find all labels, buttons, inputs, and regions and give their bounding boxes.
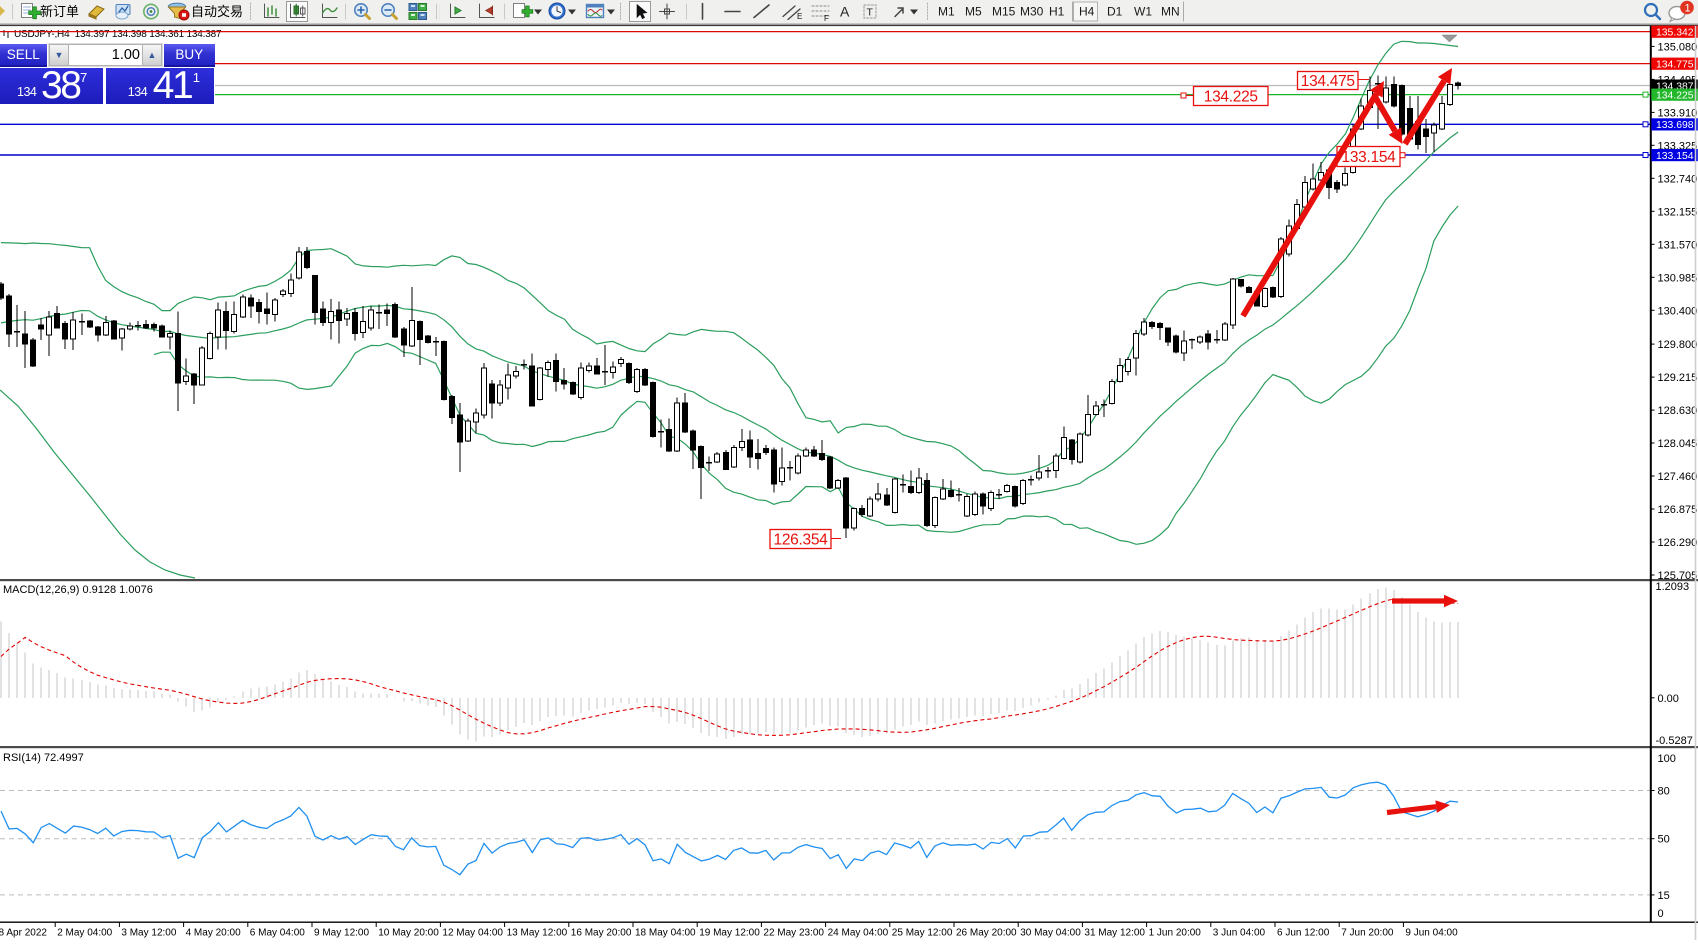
svg-text:134.775: 134.775 — [1656, 59, 1694, 70]
svg-text:6 May 04:00: 6 May 04:00 — [250, 928, 305, 939]
svg-text:134.475: 134.475 — [1301, 73, 1355, 90]
svg-text:W1: W1 — [1134, 5, 1152, 19]
svg-text:22 May 23:00: 22 May 23:00 — [763, 928, 824, 939]
svg-text:M30: M30 — [1020, 5, 1044, 19]
svg-text:9 May 12:00: 9 May 12:00 — [314, 928, 369, 939]
svg-text:30 May 04:00: 30 May 04:00 — [1020, 928, 1081, 939]
svg-text:15: 15 — [1658, 890, 1670, 902]
svg-text:131.570: 131.570 — [1658, 239, 1698, 251]
svg-text:132.155: 132.155 — [1658, 206, 1698, 218]
svg-text:134.225: 134.225 — [1204, 89, 1258, 106]
svg-text:135.342: 135.342 — [1656, 27, 1694, 38]
svg-text:135.080: 135.080 — [1658, 41, 1698, 53]
svg-text:自动交易: 自动交易 — [191, 4, 243, 19]
svg-text:0: 0 — [1658, 908, 1664, 920]
svg-text:新订单: 新订单 — [40, 4, 79, 19]
svg-text:126.875: 126.875 — [1658, 504, 1698, 516]
svg-text:16 May 20:00: 16 May 20:00 — [571, 928, 632, 939]
svg-text:13 May 12:00: 13 May 12:00 — [507, 928, 568, 939]
svg-text:T: T — [867, 7, 874, 19]
svg-text:12 May 04:00: 12 May 04:00 — [442, 928, 503, 939]
svg-text:18 May 04:00: 18 May 04:00 — [635, 928, 696, 939]
svg-text:M5: M5 — [965, 5, 982, 19]
svg-text:3 May 12:00: 3 May 12:00 — [121, 928, 176, 939]
svg-text:31 May 12:00: 31 May 12:00 — [1084, 928, 1145, 939]
svg-text:MN: MN — [1161, 5, 1180, 19]
svg-text:3 Jun 04:00: 3 Jun 04:00 — [1213, 928, 1266, 939]
svg-text:133.154: 133.154 — [1342, 149, 1397, 166]
svg-text:133.910: 133.910 — [1658, 107, 1698, 119]
svg-text:F: F — [824, 14, 829, 23]
svg-text:127.460: 127.460 — [1658, 471, 1698, 483]
svg-text:133.154: 133.154 — [1656, 151, 1694, 162]
svg-text:-0.5287: -0.5287 — [1656, 735, 1693, 747]
svg-text:50: 50 — [1658, 834, 1670, 846]
svg-text:129.215: 129.215 — [1658, 372, 1698, 384]
svg-text:M1: M1 — [938, 5, 955, 19]
svg-text:25 May 12:00: 25 May 12:00 — [892, 928, 953, 939]
svg-text:9 Jun 04:00: 9 Jun 04:00 — [1405, 928, 1458, 939]
svg-text:19 May 12:00: 19 May 12:00 — [699, 928, 760, 939]
svg-text:24 May 04:00: 24 May 04:00 — [828, 928, 889, 939]
svg-text:28 Apr 2022: 28 Apr 2022 — [0, 928, 47, 939]
svg-text:D1: D1 — [1107, 5, 1123, 19]
svg-text:1: 1 — [1685, 3, 1691, 15]
svg-text:134.225: 134.225 — [1656, 90, 1694, 101]
svg-text:126.354: 126.354 — [774, 532, 829, 549]
svg-text:128.045: 128.045 — [1658, 438, 1698, 450]
svg-text:132.740: 132.740 — [1658, 173, 1698, 185]
svg-text:130.400: 130.400 — [1658, 305, 1698, 317]
svg-text:126.290: 126.290 — [1658, 537, 1698, 549]
svg-text:133.698: 133.698 — [1656, 120, 1694, 131]
svg-text:7 Jun 20:00: 7 Jun 20:00 — [1341, 928, 1394, 939]
svg-text:1 Jun 20:00: 1 Jun 20:00 — [1149, 928, 1202, 939]
svg-text:2 May 04:00: 2 May 04:00 — [57, 928, 112, 939]
svg-text:80: 80 — [1658, 786, 1670, 798]
svg-text:26 May 20:00: 26 May 20:00 — [956, 928, 1017, 939]
svg-text:M15: M15 — [992, 5, 1016, 19]
svg-text:RSI(14) 72.4997: RSI(14) 72.4997 — [3, 752, 84, 764]
svg-text:4 May 20:00: 4 May 20:00 — [186, 928, 241, 939]
svg-text:0.00: 0.00 — [1658, 693, 1679, 705]
svg-text:6 Jun 12:00: 6 Jun 12:00 — [1277, 928, 1330, 939]
svg-text:129.800: 129.800 — [1658, 339, 1698, 351]
svg-text:130.985: 130.985 — [1658, 272, 1698, 284]
svg-text:100: 100 — [1658, 753, 1676, 765]
svg-text:H4: H4 — [1079, 5, 1095, 19]
svg-text:MACD(12,26,9) 0.9128 1.0076: MACD(12,26,9) 0.9128 1.0076 — [3, 584, 153, 596]
svg-text:E: E — [797, 12, 802, 21]
svg-text:10 May 20:00: 10 May 20:00 — [378, 928, 439, 939]
svg-text:1.2093: 1.2093 — [1656, 581, 1690, 593]
svg-text:128.630: 128.630 — [1658, 405, 1698, 417]
svg-text:H1: H1 — [1049, 5, 1065, 19]
svg-text:A: A — [840, 4, 850, 20]
